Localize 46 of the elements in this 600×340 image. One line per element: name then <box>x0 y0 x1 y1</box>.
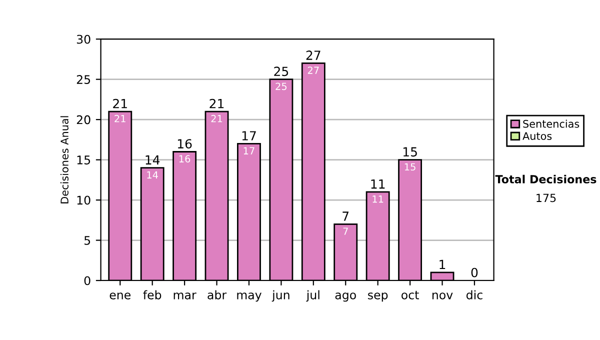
x-tick-label: jul <box>306 290 320 302</box>
data-label: 25 <box>276 82 287 90</box>
total-label: 7 <box>342 212 349 221</box>
x-tick-label: sep <box>368 292 388 302</box>
data-label: 11 <box>372 196 384 203</box>
y-tick-label: 25 <box>76 75 90 84</box>
y-tick-label: 30 <box>76 34 90 44</box>
y-tick-label: 5 <box>84 236 90 245</box>
legend-label: Autos <box>522 132 552 140</box>
data-label: 17 <box>244 147 254 154</box>
total-label: 1 <box>440 260 446 270</box>
data-label: 7 <box>343 228 348 235</box>
x-tick-label: ago <box>335 292 356 302</box>
total-label: 16 <box>178 139 192 149</box>
x-tick-label: may <box>237 292 262 302</box>
total-label: 17 <box>242 131 256 140</box>
y-tick-label: 20 <box>76 115 90 124</box>
x-tick-label: nov <box>432 292 453 300</box>
x-tick-label: dic <box>466 290 482 300</box>
x-tick-label: ene <box>110 292 131 300</box>
data-label: 21 <box>114 114 126 122</box>
total-label: 11 <box>371 179 385 189</box>
total-label: 0 <box>471 268 478 278</box>
data-label: 16 <box>179 155 190 162</box>
y-tick-label: 0 <box>84 276 90 286</box>
data-label: 27 <box>308 66 319 74</box>
total-label: 25 <box>274 66 288 76</box>
legend-label: Sentencias <box>523 120 580 128</box>
total-label: 21 <box>210 98 224 108</box>
data-label: 15 <box>404 163 416 171</box>
text: 175 <box>536 194 556 202</box>
x-tick-label: abr <box>208 290 227 300</box>
data-label: 14 <box>147 171 158 178</box>
total-label: 27 <box>306 50 320 60</box>
total-label: 14 <box>146 155 160 164</box>
total-label: 21 <box>113 98 127 108</box>
x-tick-label: feb <box>143 290 162 300</box>
y-axis-title: Decisiones Anual <box>60 116 68 204</box>
x-tick-label: jun <box>272 290 290 302</box>
data-label: 21 <box>211 114 222 122</box>
y-tick-label: 15 <box>77 156 90 164</box>
text: Total Decisiones <box>495 174 596 184</box>
x-tick-label: mar <box>174 292 196 300</box>
total-label: 15 <box>403 147 417 157</box>
x-tick-label: oct <box>402 290 419 300</box>
y-tick-label: 10 <box>77 196 90 205</box>
